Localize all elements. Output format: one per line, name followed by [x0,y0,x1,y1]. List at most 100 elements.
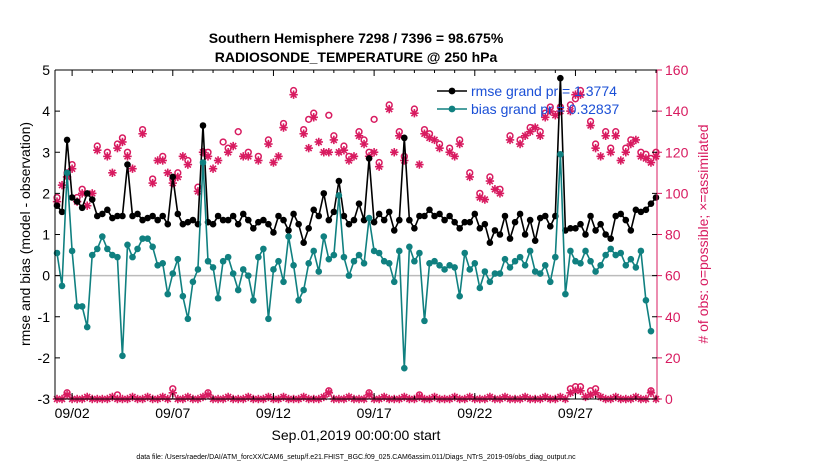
y-left-tick-label: 4 [42,103,50,119]
obs-assimilated-marker [163,168,172,178]
rmse-point [496,231,504,238]
bias-point [209,264,217,271]
rmse-point [154,216,161,224]
obs-assimilated-marker [390,148,399,157]
bias-point [114,253,121,261]
asterisk-stroke [355,132,363,140]
rmse-point [471,210,479,218]
rmse-point [627,227,635,234]
rmse-point [385,208,393,216]
asterisk-stroke [632,136,640,144]
bias-point [139,235,146,242]
asterisk-stroke [430,136,439,144]
bias-point [401,364,408,372]
asterisk-stroke [541,113,549,121]
asterisk-stroke [531,124,539,132]
y-left-tick-label: -1 [38,309,51,325]
obs-assimilated-marker [208,164,218,173]
bias-point [536,270,544,277]
rmse-point [285,227,292,234]
rmse-point [567,225,574,232]
obs-assimilated-marker [646,388,656,398]
asterisk-stroke [446,148,454,156]
rmse-point [557,74,564,82]
rmse-point [622,216,630,224]
obs-assimilated-marker [329,135,339,145]
rmse-point [541,212,549,220]
y-right-tick-label: 60 [665,268,681,284]
bias-point [265,315,272,323]
bias-point [380,257,388,265]
rmse-point [355,200,363,207]
obs-assimilated-marker [596,152,605,161]
bias-point [129,253,136,261]
bias-point [617,249,625,257]
asterisk-stroke [476,193,484,202]
obs-assimilated-marker [254,156,263,165]
obs-assimilated-marker [173,172,183,182]
bias-point [642,297,650,304]
asterisk-stroke [118,138,126,146]
asterisk-stroke [184,161,192,169]
bias-point [239,266,247,273]
bias-point [476,284,484,292]
rmse-point [526,216,534,224]
bias-point [546,278,554,286]
plot-area [52,74,661,404]
obs-assimilated-marker [289,90,298,99]
obs-assimilated-marker [264,139,273,149]
rmse-point [149,212,156,220]
asterisk-stroke [229,142,237,150]
asterisk-stroke [516,140,524,148]
obs-assimilated-marker [450,152,459,161]
asterisk-stroke [486,177,494,185]
obs-assimilated-marker [621,148,630,157]
rmse-point [295,220,302,228]
rmse-point [255,218,262,226]
asterisk-stroke [637,152,645,160]
bias-point [456,292,463,300]
bias-point [275,257,282,265]
bias-point [280,278,287,286]
rmse-point [73,198,81,205]
asterisk-stroke [310,113,318,121]
obs-assimilated-marker [566,106,575,116]
bias-point [627,255,635,263]
obs-assimilated-marker [485,176,495,186]
rmse-point [612,212,620,220]
bias-point [496,270,504,277]
obs-assimilated-marker [279,123,288,132]
obs-assimilated-marker [359,139,369,149]
obs-assimilated-marker [495,189,505,198]
bias-point [58,282,66,290]
rmse-point [446,212,453,220]
asterisk-stroke [159,156,167,165]
asterisk-stroke [496,189,504,197]
asterisk-stroke [466,173,474,181]
rmse-point [68,194,76,201]
asterisk-stroke [546,107,554,115]
axes: -3 -2 -1 0 1 2 3 4 5 0 20 40 60 80 100 120 140 160 09/02 09… [38,62,689,421]
bias-point [134,245,141,253]
bias-point [607,245,614,253]
bias-point [526,247,534,255]
obs-assimilated-marker [616,156,625,165]
asterisk-stroke [642,154,650,162]
asterisk-stroke [204,152,212,160]
asterisk-stroke [254,156,262,165]
asterisk-stroke [330,136,338,144]
rmse-point [360,216,368,224]
y-right-tick-label: 120 [665,144,689,160]
chart-title: Southern Hemisphere 7298 / 7396 = 98.675… [209,30,504,46]
rmse-point [642,206,650,214]
bias-point [567,247,574,255]
obs-assimilated-marker [435,143,444,153]
obs-assimilated-marker [223,148,233,157]
y-left-tick-label: 1 [42,227,50,243]
asterisk-stroke [340,146,348,154]
y-left-tick-label: 5 [42,62,50,78]
rmse-point [431,212,438,220]
legend-bias-label: bias grand pr = 0.32837 [471,101,619,117]
asterisk-stroke [597,152,605,160]
